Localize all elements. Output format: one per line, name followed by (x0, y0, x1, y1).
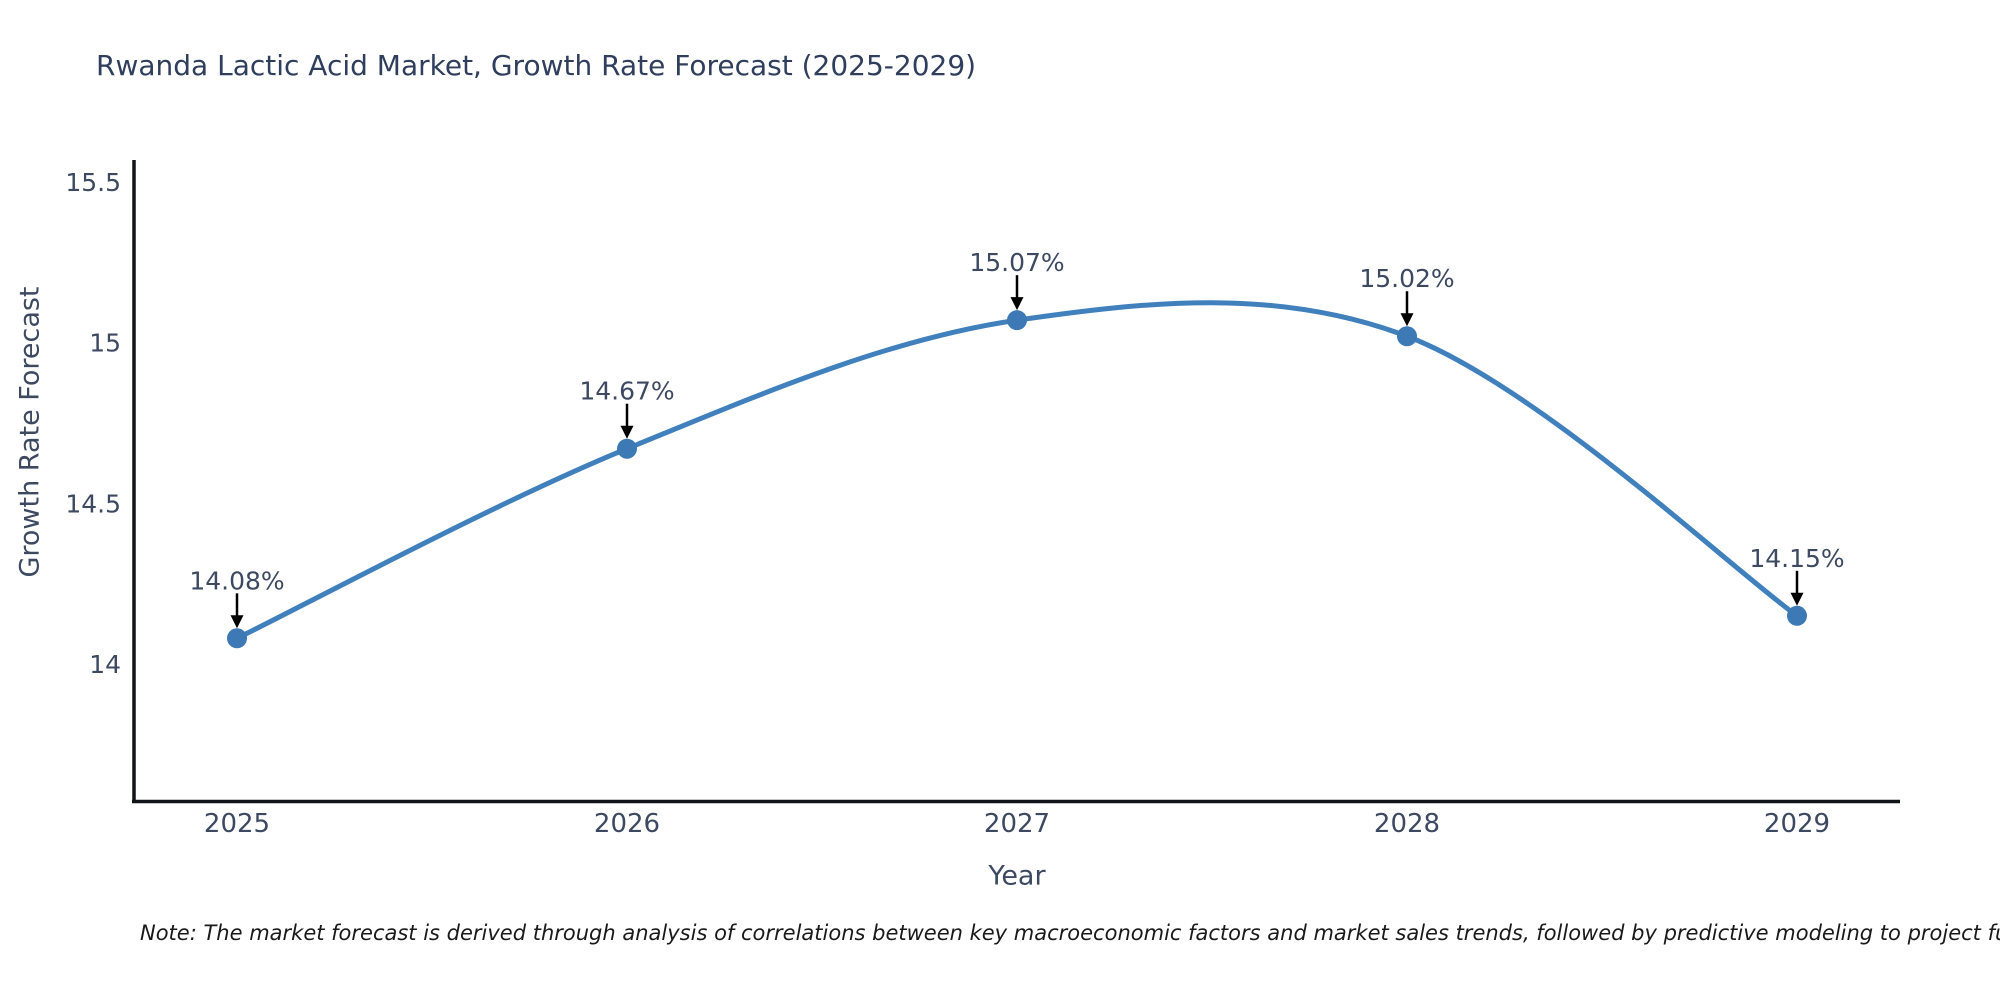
point-value-label: 15.02% (1359, 264, 1454, 293)
annotation-arrowhead-icon (1790, 592, 1804, 606)
y-tick-label: 14.5 (65, 489, 121, 518)
point-value-label: 14.15% (1749, 544, 1844, 573)
footnote: Note: The market forecast is derived thr… (140, 921, 2000, 945)
annotation-arrowhead-icon (230, 615, 244, 629)
data-point[interactable] (227, 628, 247, 649)
data-point[interactable] (1007, 310, 1027, 331)
trend-line (234, 300, 1800, 641)
x-tick-label: 2025 (204, 809, 270, 839)
point-value-label: 15.07% (969, 248, 1064, 277)
x-tick-label: 2027 (984, 809, 1050, 839)
y-axis-title: Growth Rate Forecast (14, 286, 46, 578)
x-axis-title: Year (988, 860, 1046, 892)
point-value-label: 14.67% (579, 377, 674, 406)
x-tick-label: 2026 (594, 809, 660, 839)
data-point[interactable] (1397, 326, 1417, 347)
x-tick-label: 2029 (1764, 809, 1830, 839)
point-value-label: 14.08% (189, 566, 284, 595)
chart-title: Rwanda Lactic Acid Market, Growth Rate F… (96, 49, 977, 82)
annotation-arrowhead-icon (1010, 297, 1024, 311)
y-tick-label: 15.5 (65, 168, 121, 197)
y-tick-label: 15 (89, 329, 121, 358)
data-point[interactable] (617, 438, 637, 459)
y-tick-label: 14 (89, 650, 121, 679)
x-tick-label: 2028 (1374, 809, 1440, 839)
annotation-arrowhead-icon (1400, 313, 1414, 327)
annotation-arrowhead-icon (620, 425, 634, 439)
data-point[interactable] (1787, 605, 1807, 626)
